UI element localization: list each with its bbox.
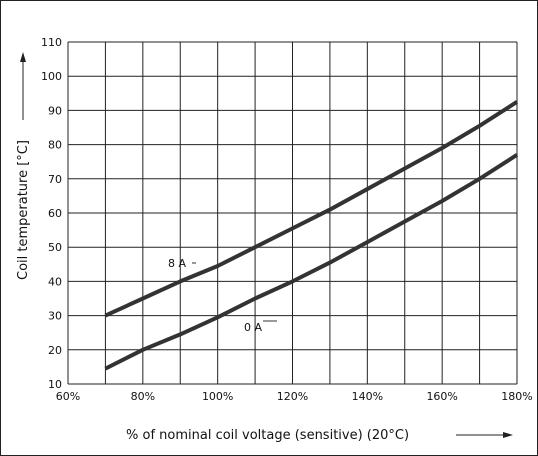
x-tick-label: 140% bbox=[352, 390, 383, 403]
x-tick-label: 180% bbox=[501, 390, 532, 403]
x-axis-arrow-head bbox=[503, 432, 513, 438]
y-tick-label: 80 bbox=[48, 139, 62, 152]
y-tick-label: 110 bbox=[41, 36, 62, 49]
series-line-0a bbox=[104, 153, 519, 371]
y-tick-label: 10 bbox=[48, 378, 62, 391]
x-tick-label: 120% bbox=[277, 390, 308, 403]
series-label-0a: 0 A bbox=[244, 321, 262, 334]
y-axis-arrow-head bbox=[20, 52, 26, 62]
x-tick-label: 80% bbox=[131, 390, 155, 403]
y-tick-label: 90 bbox=[48, 104, 62, 117]
x-tick-labels: 60% 80% 100% 120% 140% 160% 180% bbox=[56, 390, 533, 403]
y-tick-label: 100 bbox=[41, 70, 62, 83]
grid bbox=[67, 41, 518, 385]
x-axis-title: % of nominal coil voltage (sensitive) (2… bbox=[126, 428, 513, 443]
series-line-8a bbox=[104, 100, 519, 318]
y-tick-label: 40 bbox=[48, 275, 62, 288]
y-axis-label: Coil temperature [°C] bbox=[16, 140, 31, 280]
y-tick-label: 70 bbox=[48, 173, 62, 186]
y-axis-title: Coil temperature [°C] bbox=[16, 52, 31, 280]
y-tick-label: 30 bbox=[48, 310, 62, 323]
x-tick-label: 60% bbox=[56, 390, 80, 403]
x-tick-label: 160% bbox=[426, 390, 457, 403]
y-tick-labels: 10 20 30 40 50 60 70 80 90 100 110 bbox=[41, 36, 62, 391]
series-lines bbox=[104, 100, 519, 371]
series-label-8a: 8 A bbox=[168, 257, 186, 270]
y-tick-label: 50 bbox=[48, 241, 62, 254]
x-tick-label: 100% bbox=[202, 390, 233, 403]
x-axis-label: % of nominal coil voltage (sensitive) (2… bbox=[126, 428, 409, 443]
y-tick-label: 20 bbox=[48, 344, 62, 357]
y-tick-label: 60 bbox=[48, 207, 62, 220]
